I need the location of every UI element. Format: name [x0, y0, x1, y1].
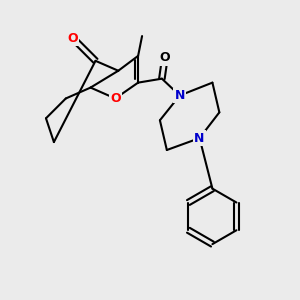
Text: O: O: [68, 32, 78, 44]
Text: O: O: [160, 51, 170, 64]
Text: N: N: [175, 89, 185, 102]
Text: O: O: [110, 92, 121, 105]
Text: N: N: [194, 132, 205, 145]
